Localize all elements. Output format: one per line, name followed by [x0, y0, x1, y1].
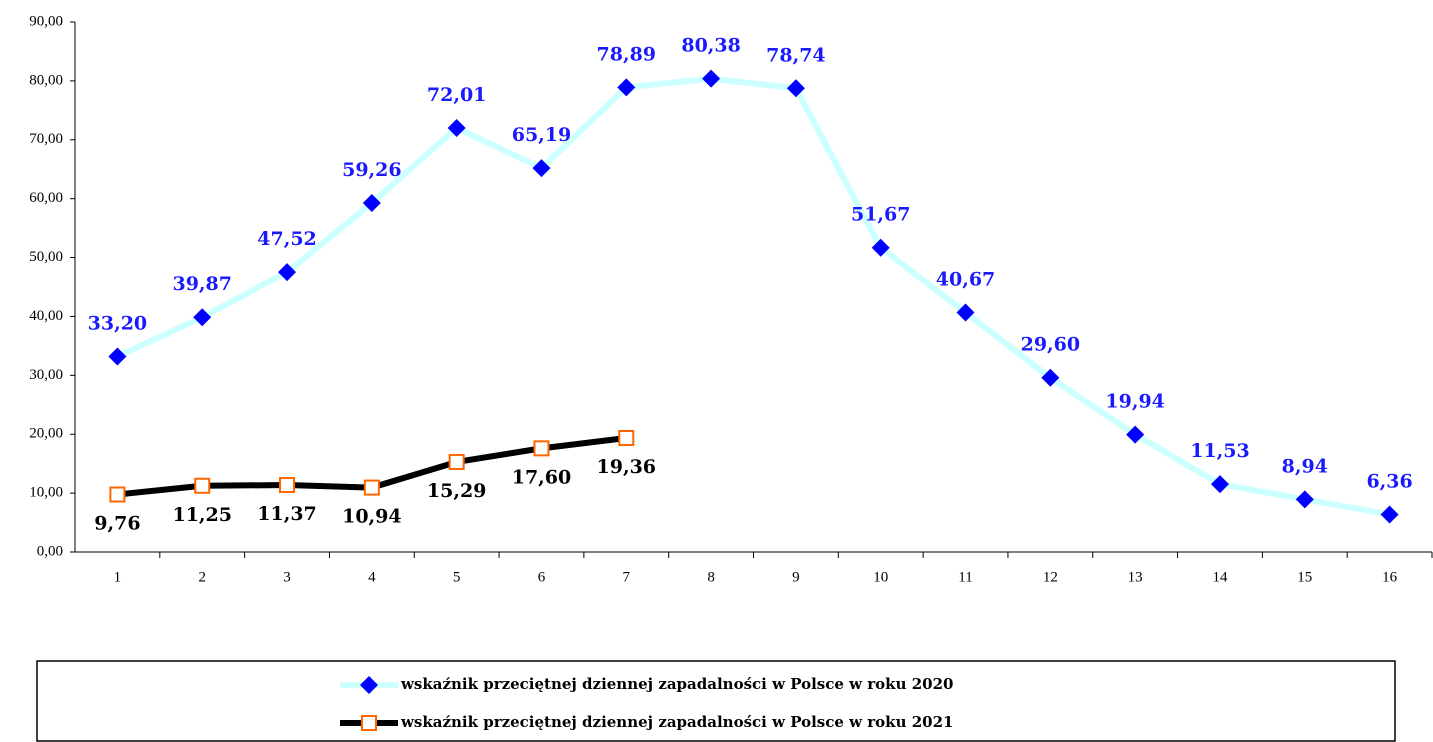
marker [1295, 490, 1314, 509]
marker [533, 440, 550, 457]
x-tick-label: 15 [1297, 569, 1312, 585]
marker [1041, 368, 1060, 387]
marker [278, 263, 297, 282]
marker [108, 347, 127, 366]
data-label: 59,26 [342, 159, 402, 181]
marker [532, 159, 551, 178]
marker [360, 676, 378, 694]
data-label: 29,60 [1021, 334, 1081, 356]
x-tick-label: 13 [1128, 569, 1143, 585]
legend-box [36, 660, 1396, 742]
marker [363, 479, 380, 496]
marker [448, 453, 465, 470]
data-label: 65,19 [512, 124, 572, 146]
data-label: 17,60 [512, 466, 572, 488]
y-tick-label: 40,00 [29, 308, 63, 324]
data-label: 80,38 [681, 35, 741, 57]
data-label: 8,94 [1282, 455, 1328, 477]
y-tick-label: 30,00 [29, 367, 63, 383]
marker [871, 238, 890, 257]
data-label: 78,74 [766, 44, 826, 66]
marker [1210, 475, 1229, 494]
data-label: 72,01 [427, 84, 487, 106]
x-tick-label: 8 [707, 569, 715, 585]
data-label: 10,94 [342, 506, 402, 528]
y-tick-label: 20,00 [29, 426, 63, 442]
y-tick-label: 0,00 [37, 543, 63, 559]
x-tick-label: 14 [1212, 569, 1228, 585]
marker [361, 715, 377, 731]
marker [786, 79, 805, 98]
marker [702, 69, 721, 88]
marker [279, 477, 296, 494]
data-label: 39,87 [172, 273, 232, 295]
marker [618, 429, 635, 446]
x-tick-label: 4 [368, 569, 376, 585]
data-label: 11,53 [1190, 440, 1250, 462]
y-tick-label: 70,00 [29, 131, 63, 147]
y-tick-label: 60,00 [29, 190, 63, 206]
x-tick-label: 10 [873, 569, 888, 585]
marker [1126, 425, 1145, 444]
data-label: 33,20 [88, 312, 148, 334]
series-line [116, 75, 1391, 518]
y-tick-label: 90,00 [29, 13, 63, 29]
x-tick-label: 12 [1043, 569, 1058, 585]
marker [617, 78, 636, 97]
marker [956, 303, 975, 322]
marker [447, 118, 466, 137]
data-label: 47,52 [257, 228, 317, 250]
x-tick-label: 9 [792, 569, 800, 585]
x-tick-label: 6 [538, 569, 546, 585]
y-tick-label: 10,00 [29, 485, 63, 501]
data-label: 19,36 [597, 456, 657, 478]
data-label: 19,94 [1105, 391, 1165, 413]
x-tick-label: 3 [283, 569, 291, 585]
x-tick-label: 11 [958, 569, 972, 585]
marker [193, 308, 212, 327]
x-tick-label: 1 [114, 569, 122, 585]
marker [194, 477, 211, 494]
marker [109, 486, 126, 503]
data-label: 11,25 [172, 504, 232, 526]
marker [1380, 505, 1399, 524]
data-label: 78,89 [597, 43, 657, 65]
y-tick-label: 80,00 [29, 72, 63, 88]
data-label: 11,37 [257, 503, 317, 525]
data-label: 6,36 [1366, 471, 1412, 493]
y-tick-label: 50,00 [29, 249, 63, 265]
data-label: 40,67 [936, 268, 996, 290]
data-label: 51,67 [851, 204, 911, 226]
legend-label: wskaźnik przeciętnej dziennej zapadalnoś… [400, 713, 953, 731]
data-label: 15,29 [427, 480, 487, 502]
x-tick-label: 5 [453, 569, 461, 585]
marker [362, 194, 381, 213]
legend-label: wskaźnik przeciętnej dziennej zapadalnoś… [400, 675, 953, 693]
x-tick-label: 7 [623, 569, 631, 585]
x-tick-label: 16 [1382, 569, 1398, 585]
x-tick-label: 2 [198, 569, 206, 585]
data-label: 9,76 [94, 513, 140, 535]
